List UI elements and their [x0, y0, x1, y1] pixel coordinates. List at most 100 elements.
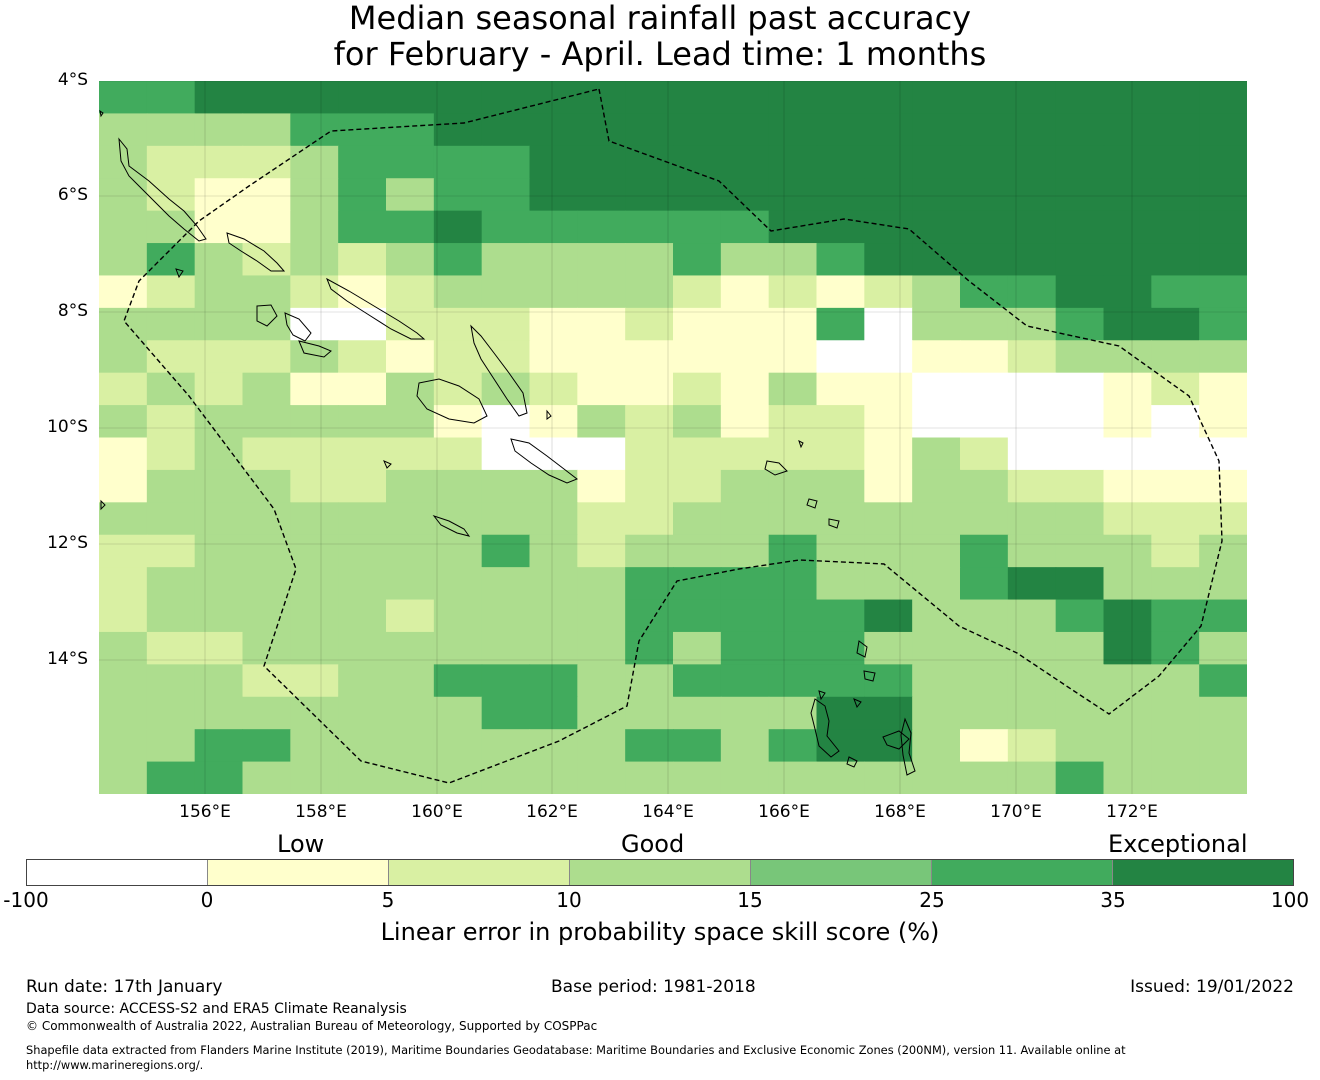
grid-cell: [290, 307, 339, 341]
grid-cell: [816, 275, 865, 309]
makira-island: [510, 438, 579, 484]
grid-cell: [673, 729, 722, 763]
grid-cell: [1151, 275, 1200, 309]
grid-cell: [577, 405, 626, 439]
grid-cell: [290, 178, 339, 212]
grid-cell: [1007, 210, 1057, 244]
grid-cell: [625, 340, 674, 374]
grid-cell: [1055, 307, 1105, 341]
grid-cell: [338, 243, 387, 277]
grid-cell: [338, 275, 387, 309]
grid-cell: [960, 534, 1009, 568]
grid-cell: [99, 372, 148, 406]
grid-cell: [768, 145, 818, 179]
grid-cell: [1055, 275, 1105, 309]
grid-cell: [864, 275, 913, 309]
grid-cell: [290, 631, 339, 665]
grid-cell: [960, 340, 1009, 374]
grid-cell: [146, 340, 196, 374]
colorbar-tick: 25: [919, 888, 945, 912]
grid-cell: [625, 307, 674, 341]
grid-cell: [338, 210, 387, 244]
grid-cell: [529, 631, 578, 665]
grid-cell: [625, 275, 674, 309]
malakula-island: [882, 730, 910, 750]
grid-cell: [960, 696, 1009, 730]
grid-cell: [960, 664, 1009, 698]
grid-cell: [720, 729, 770, 763]
grid-cell: [960, 145, 1009, 179]
grid-cell: [577, 113, 626, 147]
grid-cell: [768, 761, 818, 794]
grid-cell: [673, 534, 722, 568]
grid-cell: [481, 664, 531, 698]
grid-cell: [146, 696, 196, 730]
colorbar-tick: 0: [200, 888, 214, 912]
map-title-line2: for February - April. Lead time: 1 month…: [333, 35, 987, 73]
colorbar-tick: 100: [1270, 888, 1310, 912]
grid-cell: [960, 178, 1009, 212]
grid-cell: [529, 372, 578, 406]
grid-cell: [912, 469, 961, 503]
grid-cell: [720, 210, 770, 244]
grid-cell: [768, 502, 818, 536]
grid-cell: [99, 729, 148, 763]
grid-cell: [960, 599, 1009, 633]
grid-cell: [1007, 307, 1057, 341]
grid-cell: [816, 469, 865, 503]
grid-cell: [338, 469, 387, 503]
grid-cell: [912, 405, 961, 439]
grid-cell: [577, 631, 626, 665]
colorbar-tick: 5: [381, 888, 395, 912]
grid-cell: [577, 567, 626, 601]
grid-cell: [99, 243, 148, 277]
lat-label-14s: 14°S: [47, 649, 88, 669]
graticule: [99, 81, 1247, 794]
grid-cell: [720, 437, 770, 471]
grid-cell: [338, 178, 387, 212]
grid-cell: [577, 372, 626, 406]
grid-cell: [1199, 275, 1247, 309]
grid-cell: [290, 502, 339, 536]
colorbar-tick: -100: [3, 888, 49, 912]
grid-cell: [720, 469, 770, 503]
grid-cell: [1199, 534, 1247, 568]
grid-cell: [1103, 178, 1152, 212]
grid-cell: [673, 145, 722, 179]
grid-cell: [1103, 437, 1152, 471]
grid-cell: [386, 631, 435, 665]
grid-cell: [720, 405, 770, 439]
grid-cell: [816, 145, 865, 179]
grid-cell: [194, 81, 244, 115]
grid-cell: [816, 631, 865, 665]
grid-cell: [290, 534, 339, 568]
grid-cell: [529, 437, 578, 471]
grid-cell: [864, 534, 913, 568]
grid-cell: [146, 502, 196, 536]
grid-cell: [1055, 243, 1105, 277]
grid-cell: [1151, 664, 1200, 698]
lat-label-6s: 6°S: [57, 185, 88, 205]
grid-cell: [338, 534, 387, 568]
grid-cell: [242, 210, 291, 244]
grid-cell: [481, 145, 531, 179]
grid-cell: [99, 307, 148, 341]
grid-cell: [720, 275, 770, 309]
grid-cell: [864, 81, 913, 115]
grid-cell: [673, 81, 722, 115]
grid-cell: [290, 243, 339, 277]
grid-cell: [912, 631, 961, 665]
grid-cell: [242, 113, 291, 147]
grid-cell: [625, 113, 674, 147]
grid-cell: [529, 534, 578, 568]
grid-cell: [1199, 729, 1247, 763]
grid-cell: [338, 729, 387, 763]
grid-cell: [960, 372, 1009, 406]
grid-cell: [912, 696, 961, 730]
grid-cell: [1199, 178, 1247, 212]
grid-cell: [960, 307, 1009, 341]
grid-cell: [720, 567, 770, 601]
lon-label-170e: 170°E: [990, 802, 1042, 822]
grid-cell: [242, 631, 291, 665]
grid-cell: [625, 534, 674, 568]
